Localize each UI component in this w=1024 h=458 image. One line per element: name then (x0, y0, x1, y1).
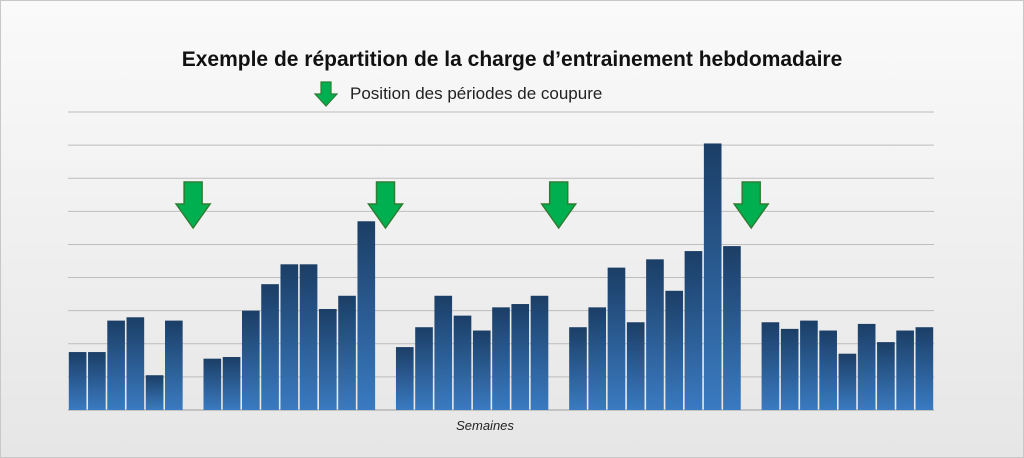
bar (857, 323, 876, 410)
bar (800, 320, 818, 410)
bar (896, 330, 914, 410)
bar (530, 295, 549, 410)
bar (915, 327, 934, 410)
legend-label: Position des périodes de coupure (350, 84, 603, 103)
bar (434, 295, 453, 410)
bar (780, 328, 799, 410)
bar (703, 143, 722, 410)
bar (165, 320, 183, 410)
bar (261, 284, 279, 410)
bar (761, 322, 780, 410)
bar (877, 342, 895, 410)
legend: Position des périodes de coupure (314, 80, 602, 108)
bar (145, 375, 164, 410)
break-marker-arrow-icon (540, 181, 578, 230)
bar (588, 307, 607, 410)
bar (511, 304, 530, 410)
bar (819, 330, 837, 410)
bar (569, 327, 587, 410)
bar (607, 267, 626, 410)
bar (280, 264, 299, 410)
x-axis-label: Semaines (456, 418, 514, 433)
bar (357, 221, 376, 410)
bar (126, 317, 145, 410)
legend-down-arrow-icon (314, 81, 338, 107)
bar (492, 307, 510, 410)
bar (453, 315, 472, 410)
bar (318, 309, 337, 410)
bar (395, 347, 414, 410)
bar (107, 320, 125, 410)
bar (684, 251, 703, 410)
break-marker-arrow-icon (732, 181, 770, 230)
bar (299, 264, 318, 410)
bar (723, 246, 741, 410)
bar (88, 352, 106, 410)
bar (646, 259, 664, 410)
bar (222, 357, 241, 410)
bar (338, 295, 356, 410)
bar (415, 327, 433, 410)
bar (242, 310, 260, 410)
bar (68, 352, 87, 410)
break-marker-arrow-icon (174, 181, 212, 230)
bar (665, 290, 684, 410)
bar (626, 322, 645, 410)
bar (203, 358, 222, 410)
bar (838, 353, 857, 410)
chart-title: Exemple de répartition de la charge d’en… (181, 48, 843, 71)
bar (472, 330, 491, 410)
break-marker-arrow-icon (367, 181, 404, 230)
